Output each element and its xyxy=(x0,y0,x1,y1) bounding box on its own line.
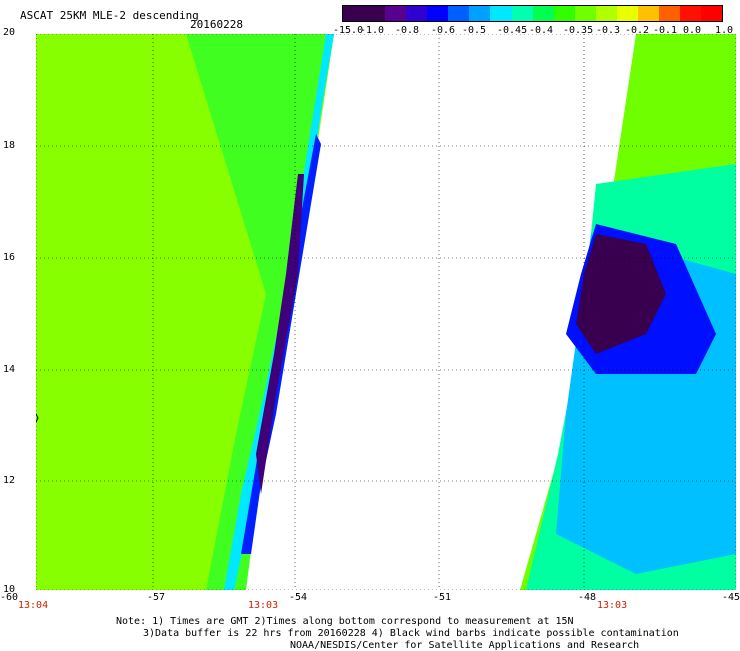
left-swath-cyan xyxy=(224,34,334,590)
time-label-2: 13:03 xyxy=(248,600,279,611)
longitude-label: -45 xyxy=(722,592,740,603)
island-outline xyxy=(36,412,39,423)
right-swath-purple xyxy=(576,234,666,354)
colorbar-swatch xyxy=(469,6,491,21)
swath-map xyxy=(36,34,736,590)
colorbar-tick-label: -0.2 xyxy=(625,25,650,36)
colorbar-swatch xyxy=(490,6,512,21)
colorbar-swatch xyxy=(658,6,680,21)
latitude-label: 10 xyxy=(3,584,16,595)
colorbar-tick-label: -0.8 xyxy=(395,25,420,36)
longitude-label: -60 xyxy=(0,592,19,603)
note-line-1: Note: 1) Times are GMT 2)Times along bot… xyxy=(116,616,574,627)
colorbar-swatch xyxy=(616,6,638,21)
note-line-3: NOAA/NESDIS/Center for Satellite Applica… xyxy=(290,640,640,651)
longitude-label: -57 xyxy=(147,592,166,603)
colorbar-swatch xyxy=(595,6,617,21)
colorbar-swatch xyxy=(448,6,470,21)
latitude-label: 20 xyxy=(3,27,16,38)
colorbar-swatch xyxy=(406,6,428,21)
colorbar-tick-label: -0.6 xyxy=(431,25,456,36)
chart-date: 20160228 xyxy=(190,18,243,31)
colorbar-swatch xyxy=(553,6,575,21)
longitude-label: -51 xyxy=(433,592,452,603)
left-swath-green xyxy=(186,34,334,590)
time-label-3: 13:03 xyxy=(597,600,628,611)
colorbar-swatch xyxy=(680,6,702,21)
chart-title: ASCAT 25KM MLE-2 descending xyxy=(20,9,199,22)
note-line-2: 3)Data buffer is 22 hrs from 20160228 4)… xyxy=(143,628,679,639)
colorbar-tick-label: -0.3 xyxy=(596,25,621,36)
colorbar-swatch xyxy=(574,6,596,21)
colorbar-tick-label: -15.0 xyxy=(333,25,364,36)
colorbar-swatch xyxy=(385,6,407,21)
longitude-label: -48 xyxy=(578,592,597,603)
colorbar-swatch xyxy=(637,6,659,21)
latitude-label: 14 xyxy=(3,364,16,375)
colorbar-tick-label: 0.0 xyxy=(683,25,702,36)
colorbar-tick-label: -0.1 xyxy=(653,25,678,36)
colorbar-tick-label: 1.0 xyxy=(715,25,734,36)
colorbar-tick-label: -1.0 xyxy=(360,25,385,36)
colorbar-swatch xyxy=(532,6,554,21)
colorbar-tick-label: -0.35 xyxy=(563,25,594,36)
colorbar-swatch xyxy=(364,6,386,21)
longitude-label: -54 xyxy=(289,592,308,603)
colorbar-swatch xyxy=(511,6,533,21)
colorbar-swatch xyxy=(427,6,449,21)
latitude-label: 12 xyxy=(3,475,16,486)
colorbar-swatch xyxy=(343,6,365,21)
colorbar-tick-label: -0.5 xyxy=(462,25,487,36)
colorbar-tick-label: -0.45 xyxy=(497,25,528,36)
latitude-label: 18 xyxy=(3,140,16,151)
left-swath-purple xyxy=(256,174,304,494)
colorbar-swatch xyxy=(701,6,723,21)
colorbar xyxy=(342,5,723,22)
time-label-1: 13:04 xyxy=(18,600,49,611)
latitude-label: 16 xyxy=(3,252,16,263)
colorbar-tick-label: -0.4 xyxy=(529,25,554,36)
